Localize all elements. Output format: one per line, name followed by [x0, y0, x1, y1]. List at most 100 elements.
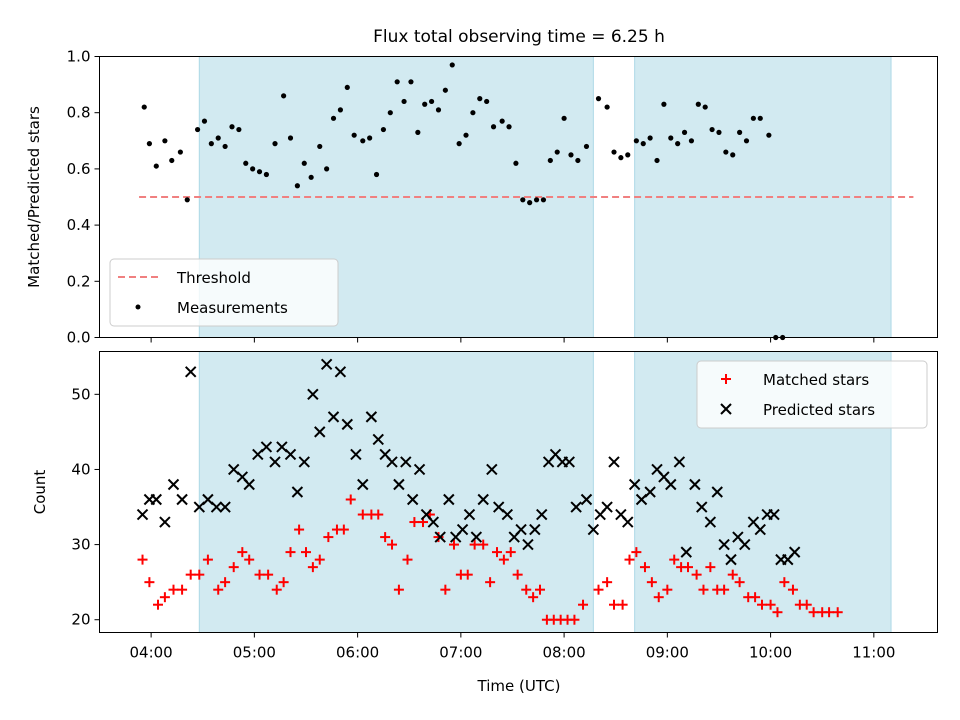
measurement-point — [162, 138, 168, 144]
predicted-point — [434, 531, 446, 543]
predicted-point — [357, 478, 369, 491]
legend-x-marker — [720, 403, 732, 415]
legend-measurements-label: Measurements — [177, 299, 288, 317]
measurement-point — [513, 160, 519, 166]
matched-point — [278, 577, 289, 588]
predicted-point — [291, 486, 304, 498]
y-tick-label: 40 — [71, 460, 90, 478]
matched-point — [393, 584, 404, 595]
measurement-point — [394, 79, 400, 85]
measurement-point — [668, 135, 674, 141]
matched-point — [535, 584, 546, 595]
measurement-point — [702, 104, 708, 110]
matched-point — [137, 554, 148, 565]
legend-matched-label: Matched stars — [763, 371, 869, 389]
matched-point — [593, 584, 604, 595]
measurement-point — [222, 143, 228, 150]
matched-point — [824, 607, 835, 618]
bottom-y-ticks: 20 30 40 50 — [71, 385, 100, 629]
measurement-point — [766, 132, 772, 138]
measurement-point — [263, 171, 270, 178]
top-x-ticks — [150, 337, 875, 343]
matched-point — [719, 584, 730, 595]
measurement-point — [477, 96, 483, 102]
predicted-point — [413, 463, 426, 476]
measurement-point — [547, 157, 553, 164]
matched-point — [779, 577, 790, 588]
matched-point — [345, 494, 356, 505]
measurement-point — [422, 101, 428, 107]
predicted-point — [608, 456, 620, 468]
predicted-point — [334, 366, 347, 378]
matched-point — [294, 524, 305, 535]
bottom-panel-frame — [99, 351, 938, 633]
matched-point — [228, 562, 239, 573]
predicted-point — [477, 493, 489, 506]
measurement-point — [688, 138, 695, 144]
matched-point — [787, 584, 798, 595]
measurement-point — [618, 155, 624, 161]
predicted-point — [219, 501, 231, 513]
matched-point — [801, 599, 812, 610]
matched-point — [491, 547, 502, 558]
measurement-point — [743, 138, 750, 144]
predicted-point — [400, 456, 412, 468]
measurement-point — [141, 104, 147, 110]
matched-point — [220, 577, 231, 588]
measurement-point — [583, 143, 590, 150]
measurement-point — [506, 124, 512, 130]
matched-point — [462, 569, 473, 580]
matched-point — [578, 599, 589, 610]
measurement-point — [177, 149, 183, 155]
matched-point — [271, 584, 282, 595]
predicted-point — [470, 531, 483, 543]
predicted-point — [167, 478, 180, 491]
matched-point — [300, 547, 311, 558]
predicted-point — [754, 523, 766, 536]
measurement-point — [633, 138, 639, 144]
predicted-point — [563, 456, 575, 468]
matched-point — [734, 577, 745, 588]
predicted-point — [644, 486, 656, 498]
measurement-point — [294, 183, 300, 189]
y-tick-label: 50 — [71, 385, 90, 403]
measurement-point — [330, 115, 337, 121]
matched-point — [646, 577, 657, 588]
matched-point — [254, 569, 265, 580]
matched-point — [698, 584, 709, 595]
matched-point — [357, 509, 368, 520]
matched-point — [440, 584, 451, 595]
shaded-interval — [198, 351, 594, 633]
predicted-point — [725, 553, 737, 566]
measurement-point — [360, 138, 366, 144]
measurement-point — [373, 171, 380, 178]
measurement-point — [243, 160, 249, 166]
predicted-point — [463, 508, 476, 521]
matched-point — [314, 554, 325, 565]
predicted-point — [768, 508, 780, 521]
matched-point — [528, 592, 539, 603]
matched-point — [521, 584, 532, 595]
predicted-point — [150, 493, 162, 506]
measurement-point — [272, 141, 278, 147]
predicted-point — [350, 448, 362, 461]
predicted-point — [393, 478, 405, 491]
measurement-point — [661, 101, 667, 107]
matched-point — [144, 577, 155, 588]
predicted-point — [260, 441, 273, 453]
measurement-point — [654, 157, 660, 164]
matched-point — [498, 554, 509, 565]
measurement-point — [484, 98, 490, 105]
measurement-point — [640, 141, 646, 147]
predicted-stars-points — [136, 358, 801, 566]
predicted-point — [622, 516, 634, 528]
x-axis-label: Time (UTC) — [477, 677, 561, 695]
y-tick-label: 0.0 — [67, 329, 91, 347]
measurement-point — [367, 135, 373, 141]
bottom-shaded-regions — [198, 351, 892, 633]
measurement-point — [499, 118, 505, 124]
chart-title: Flux total observing time = 6.25 h — [373, 27, 665, 47]
matched-point — [409, 517, 420, 528]
predicted-point — [529, 523, 541, 536]
measurement-point — [730, 152, 736, 158]
